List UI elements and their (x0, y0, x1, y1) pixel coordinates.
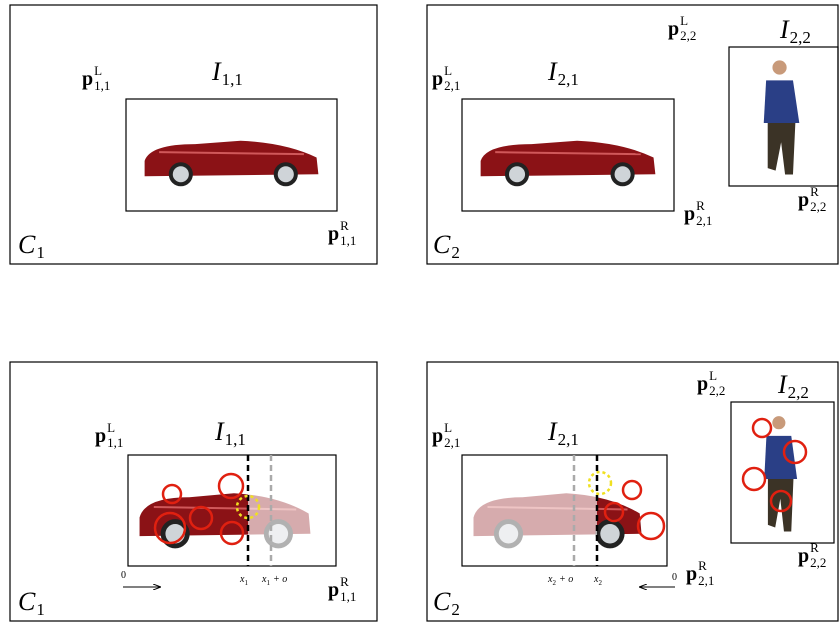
left-point-sup: L (94, 63, 102, 78)
right-point-base: p (328, 579, 339, 601)
left-point-base: p (95, 425, 106, 447)
image-name-sub: 2,1 (558, 430, 579, 449)
car-visible (128, 455, 336, 566)
camera-name-base: C (18, 230, 36, 259)
right-point-sup: R (696, 198, 705, 213)
right-point-sup: R (340, 574, 349, 589)
left-point-base: p (432, 68, 443, 90)
right-point-sub: 1,1 (340, 233, 356, 248)
right-point-sub: 2,2 (810, 199, 826, 214)
right-point-base: p (686, 563, 697, 585)
tick-label-sub: 2 (552, 579, 556, 587)
right-point-sub: 2,2 (810, 555, 826, 570)
car-rim (165, 524, 184, 543)
left-point-sup: L (444, 420, 452, 435)
image-name-base: I (547, 57, 558, 86)
left-point-sub: 2,1 (444, 435, 460, 450)
image-name-base: I (777, 370, 788, 399)
feature-match (743, 468, 765, 490)
left-point-base: p (82, 68, 93, 90)
left-point-base: p (697, 373, 708, 395)
right-point-sub: 2,1 (698, 573, 714, 588)
right-point-sup: R (810, 184, 819, 199)
left-point-base: p (432, 425, 443, 447)
axis-origin: 0 (121, 570, 126, 581)
camera-name-sub: 1 (36, 243, 45, 262)
tick-label-suffix: + o (273, 574, 287, 585)
tick-label-sub: 2 (598, 579, 602, 587)
car-rim (499, 524, 518, 543)
image-name-base: I (214, 417, 225, 446)
camera-name-sub: 2 (451, 243, 460, 262)
right-point-sup: R (810, 540, 819, 555)
image-name-sub: 1,1 (222, 70, 243, 89)
right-point-sup: R (698, 558, 707, 573)
left-point-sub: 1,1 (107, 435, 123, 450)
camera-name-sub: 2 (451, 600, 460, 619)
left-point-sup: L (107, 420, 115, 435)
car-rim (173, 166, 189, 182)
right-point-sub: 2,1 (696, 213, 712, 228)
right-point-sub: 1,1 (340, 589, 356, 604)
tick-label-suffix: + o (559, 574, 573, 585)
person-image (764, 60, 800, 174)
camera-name-sub: 1 (36, 600, 45, 619)
car-image (481, 141, 656, 187)
camera-frame (10, 5, 377, 264)
left-point-sub: 2,1 (444, 78, 460, 93)
person-legs (768, 123, 796, 175)
image-name-base: I (547, 417, 558, 446)
left-point-sub: 1,1 (94, 78, 110, 93)
left-point-sup: L (444, 63, 452, 78)
image-name-sub: 1,1 (225, 430, 246, 449)
image-name-base: I (211, 57, 222, 86)
feature-match (753, 419, 771, 437)
left-point-base: p (668, 18, 679, 40)
person-head (772, 416, 785, 429)
car-rim (509, 166, 525, 182)
camera-name-base: C (433, 230, 451, 259)
figure: I1,1pL1,1pR1,1C1I2,1pL2,1pR2,1I2,2pL2,2p… (0, 0, 839, 622)
left-point-sup: L (680, 13, 688, 28)
tick-label-sub: 1 (266, 579, 270, 587)
person-jacket (764, 80, 800, 123)
left-point-sup: L (709, 368, 717, 383)
person-head (772, 60, 786, 74)
image-name-sub: 2,2 (788, 383, 809, 402)
right-point-base: p (328, 223, 339, 245)
car-rim (600, 524, 619, 543)
right-point-sup: R (340, 218, 349, 233)
right-point-base: p (798, 189, 809, 211)
camera-name-base: C (433, 587, 451, 616)
car-image (145, 141, 319, 187)
left-point-sub: 2,2 (709, 383, 725, 398)
right-point-base: p (798, 545, 809, 567)
tick-label-sub: 1 (244, 579, 248, 587)
axis-origin: 0 (672, 572, 677, 583)
image-name-sub: 2,1 (558, 70, 579, 89)
right-point-base: p (684, 203, 695, 225)
car-rim (615, 166, 631, 182)
image-name-sub: 2,2 (790, 28, 811, 47)
car-rim (278, 166, 294, 182)
image-name-base: I (779, 15, 790, 44)
camera-name-base: C (18, 587, 36, 616)
left-point-sub: 2,2 (680, 28, 696, 43)
